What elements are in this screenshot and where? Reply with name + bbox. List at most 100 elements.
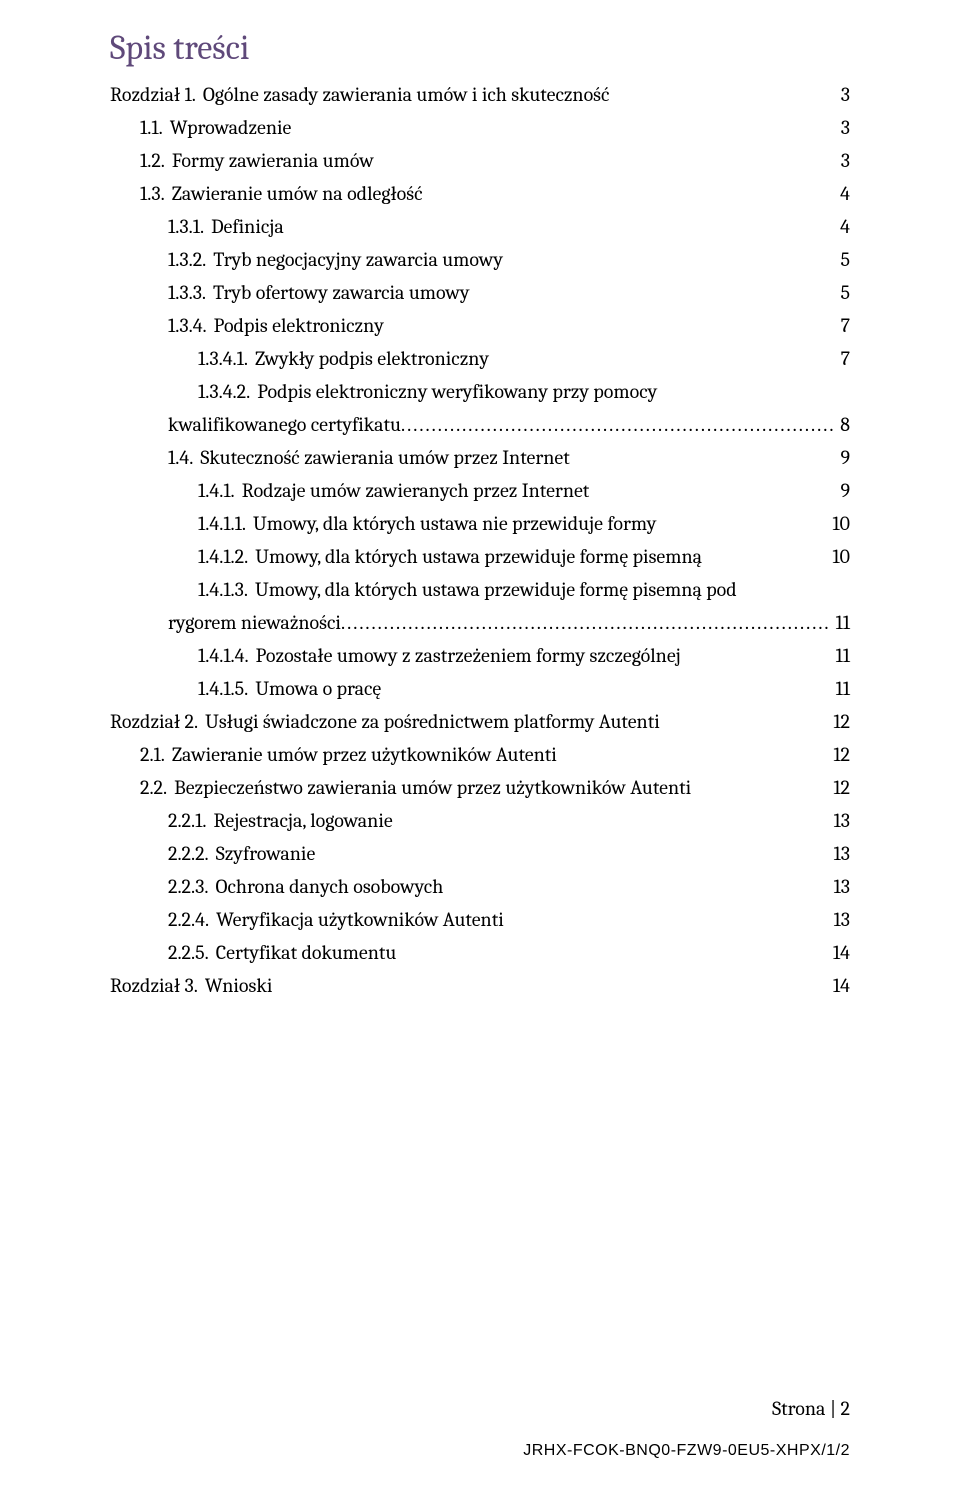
toc-entry-page: 10	[826, 540, 850, 573]
toc-entry[interactable]: 2.2.4. Weryfikacja użytkowników Autenti …	[110, 903, 850, 936]
toc-entry[interactable]: 2.2.3. Ochrona danych osobowych 13	[110, 870, 850, 903]
toc-entry[interactable]: 1.3.3. Tryb ofertowy zawarcia umowy 5	[110, 276, 850, 309]
toc-entry-text: Zawieranie umów na odległość	[172, 177, 423, 210]
toc-entry-text: Zwykły podpis elektroniczny	[255, 342, 489, 375]
toc-entry-page: 13	[828, 837, 850, 870]
toc-entry-page: 13	[828, 804, 850, 837]
toc-entry-text: Ochrona danych osobowych	[215, 870, 443, 903]
toc-entry-page: 13	[828, 870, 850, 903]
toc-title: Spis treści	[110, 28, 850, 68]
toc-entry-page: 11	[830, 639, 850, 672]
toc-entry-number: 1.3.2.	[168, 243, 213, 276]
toc-entry[interactable]: 1.4.1.4. Pozostałe umowy z zastrzeżeniem…	[110, 639, 850, 672]
toc-entry[interactable]: 2.2. Bezpieczeństwo zawierania umów prze…	[110, 771, 850, 804]
toc-entry[interactable]: 1.2. Formy zawierania umów 3	[110, 144, 850, 177]
toc-entry-number: 2.2.5.	[168, 936, 216, 969]
toc-entry[interactable]: 2.2.5. Certyfikat dokumentu 14	[110, 936, 850, 969]
toc-entry-text: Usługi świadczone za pośrednictwem platf…	[205, 705, 660, 738]
toc-entry-page: 12	[827, 705, 850, 738]
toc-entry[interactable]: 2.2.1. Rejestracja, logowanie 13	[110, 804, 850, 837]
toc-entry-number: 1.2.	[140, 144, 172, 177]
toc-entry-page: 8	[834, 408, 850, 441]
footer-separator: |	[830, 1397, 841, 1420]
toc-entry-text: Umowy, dla których ustawa przewiduje for…	[255, 540, 702, 573]
toc-entry-page: 11	[830, 672, 850, 705]
toc-entry-page: 13	[828, 903, 850, 936]
toc-entry-number: 1.4.1.2.	[198, 540, 255, 573]
toc-entry-text: Formy zawierania umów	[172, 144, 374, 177]
toc-entry-page: 3	[835, 144, 850, 177]
toc-entry-text: Umowy, dla których ustawa przewiduje for…	[255, 573, 737, 606]
toc-entry-number: Rozdział 2.	[110, 705, 205, 738]
toc-entry[interactable]: 1.3.4. Podpis elektroniczny 7	[110, 309, 850, 342]
toc-entry-number: 1.4.1.1.	[198, 507, 253, 540]
toc-entry[interactable]: 1.4.1.5. Umowa o pracę 11	[110, 672, 850, 705]
toc-entry-number: 1.4.1.5.	[198, 672, 255, 705]
toc-entry-number: 1.3.4.	[168, 309, 214, 342]
toc-entry-page: 12	[827, 738, 850, 771]
toc-entry-text: Zawieranie umów przez użytkowników Auten…	[172, 738, 557, 771]
toc-entry[interactable]: 2.1. Zawieranie umów przez użytkowników …	[110, 738, 850, 771]
toc-entry-number: 1.4.1.	[198, 474, 242, 507]
toc-entry[interactable]: 1.3.4.2. Podpis elektroniczny weryfikowa…	[110, 375, 850, 408]
toc-entry[interactable]: 1.4. Skuteczność zawierania umów przez I…	[110, 441, 850, 474]
toc-entry-text: Podpis elektroniczny weryfikowany przy p…	[257, 375, 657, 408]
toc-entry[interactable]: Rozdział 1. Ogólne zasady zawierania umó…	[110, 78, 850, 111]
toc-entry[interactable]: 1.4.1.3. Umowy, dla których ustawa przew…	[110, 573, 850, 606]
toc-entry-number: 1.4.	[168, 441, 200, 474]
toc-entry[interactable]: 1.4.1.2. Umowy, dla których ustawa przew…	[110, 540, 850, 573]
toc-entry-number: 1.3.1.	[168, 210, 211, 243]
toc-entry-number: 1.3.4.2.	[198, 375, 257, 408]
toc-entry-text: Weryfikacja użytkowników Autenti	[216, 903, 504, 936]
toc-entry-page: 5	[835, 276, 851, 309]
toc-entry-page: 14	[827, 969, 850, 1002]
toc-entry[interactable]: 1.3.4.1. Zwykły podpis elektroniczny 7	[110, 342, 850, 375]
toc-entry-text: Pozostałe umowy z zastrzeżeniem formy sz…	[256, 639, 681, 672]
toc-entry-number: 1.1.	[140, 111, 170, 144]
toc-entry-number: Rozdział 1.	[110, 78, 203, 111]
toc-entry-text: Podpis elektroniczny	[214, 309, 384, 342]
toc-entry-number: 1.3.3.	[168, 276, 213, 309]
toc-entry-number: 2.1.	[140, 738, 172, 771]
toc-entry-page: 9	[834, 474, 850, 507]
toc-entry-page: 4	[834, 210, 850, 243]
toc-entry-text: Rodzaje umów zawieranych przez Internet	[242, 474, 590, 507]
toc-entry-page: 7	[835, 309, 850, 342]
toc-entry-number: 2.2.	[140, 771, 174, 804]
toc-entry-text: Szyfrowanie	[216, 837, 316, 870]
toc-entry-text: Tryb ofertowy zawarcia umowy	[213, 276, 470, 309]
toc-entry-number: 2.2.2.	[168, 837, 216, 870]
toc-entry[interactable]: Rozdział 3. Wnioski 14	[110, 969, 850, 1002]
toc-entry-wrap-text: kwalifikowanego certyfikatu	[168, 408, 401, 441]
toc-leader	[341, 606, 830, 639]
toc-entry-number: 1.4.1.4.	[198, 639, 256, 672]
toc-entry-number: Rozdział 3.	[110, 969, 205, 1002]
toc-entry-text: Definicja	[211, 210, 284, 243]
toc-entry-text: Certyfikat dokumentu	[216, 936, 397, 969]
toc-entry-page: 7	[835, 342, 850, 375]
toc-entry-page: 12	[827, 771, 850, 804]
toc-entry[interactable]: Rozdział 2. Usługi świadczone za pośredn…	[110, 705, 850, 738]
page-container: Spis treści Rozdział 1. Ogólne zasady za…	[0, 0, 960, 1002]
toc-entry[interactable]: 1.4.1.1. Umowy, dla których ustawa nie p…	[110, 507, 850, 540]
toc-entry-text: Skuteczność zawierania umów przez Intern…	[200, 441, 569, 474]
toc-entry[interactable]: 1.3.1. Definicja 4	[110, 210, 850, 243]
toc-entry-page: 10	[826, 507, 850, 540]
toc-entry[interactable]: 1.1. Wprowadzenie 3	[110, 111, 850, 144]
toc-entry-wrap[interactable]: rygorem nieważności 11	[110, 606, 850, 639]
toc-entry-number: 1.3.	[140, 177, 172, 210]
toc-entry-text: Wprowadzenie	[170, 111, 292, 144]
toc-entry-number: 2.2.1.	[168, 804, 213, 837]
toc-entry-number: 2.2.4.	[168, 903, 216, 936]
toc-entry-number: 1.4.1.3.	[198, 573, 255, 606]
toc-entry[interactable]: 1.3.2. Tryb negocjacyjny zawarcia umowy …	[110, 243, 850, 276]
toc-entry[interactable]: 2.2.2. Szyfrowanie 13	[110, 837, 850, 870]
toc-entry[interactable]: 1.4.1. Rodzaje umów zawieranych przez In…	[110, 474, 850, 507]
toc-entry-wrap[interactable]: kwalifikowanego certyfikatu 8	[110, 408, 850, 441]
toc-entry-text: Tryb negocjacyjny zawarcia umowy	[213, 243, 503, 276]
toc-entry[interactable]: 1.3. Zawieranie umów na odległość 4	[110, 177, 850, 210]
toc-entry-page: 9	[834, 441, 850, 474]
toc-entry-page: 14	[827, 936, 850, 969]
toc-entry-page: 3	[835, 111, 850, 144]
toc-entry-text: Umowy, dla których ustawa nie przewiduje…	[253, 507, 656, 540]
